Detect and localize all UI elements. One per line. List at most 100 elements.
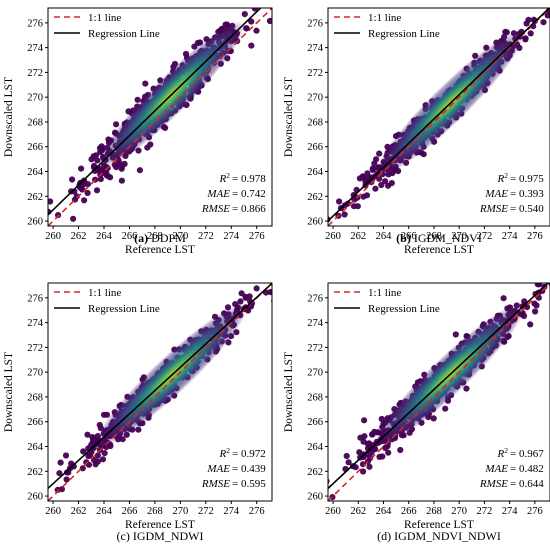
legend-label: Regression Line: [88, 28, 160, 40]
scatter-point: [360, 193, 367, 200]
scatter-point: [527, 321, 534, 328]
y-tick-label: 276: [307, 18, 323, 29]
y-tick-label: 272: [307, 68, 323, 79]
stat-label: R2: [497, 171, 509, 185]
scatter-point: [328, 478, 330, 484]
scatter-point: [442, 405, 449, 412]
one-to-one-line: [48, 283, 272, 501]
scatter-point: [364, 175, 372, 182]
x-tick-label: 272: [198, 231, 214, 242]
scatter-point: [241, 11, 248, 18]
regression-line: [328, 8, 550, 222]
scatter-point: [352, 464, 359, 471]
scatter-point: [113, 121, 120, 128]
scatter-point: [544, 12, 550, 19]
y-tick-label: 274: [307, 318, 324, 329]
regression-line: [328, 283, 550, 489]
scatter-panel-1: 260 262 264 266 268 270 272 274 276 260 262 264 266 2…: [283, 7, 550, 256]
x-axis-label: Reference LST: [125, 244, 195, 256]
x-tick-label: 276: [249, 231, 265, 242]
stat-label: RMSE: [479, 203, 508, 215]
x-tick-label: 268: [147, 506, 163, 517]
plot-content: [26, 283, 272, 520]
x-tick-label: 260: [45, 231, 61, 242]
scatter-panel-0: 260 262 264 266 268 270 272 274 276 260 262 264 266 2…: [3, 0, 273, 256]
legend-label: 1:1 line: [368, 12, 401, 24]
x-tick-label: 276: [527, 506, 543, 517]
x-tick-label: 270: [451, 506, 467, 517]
legend: 1:1 line Regression Line: [334, 12, 440, 40]
scatter-point: [388, 180, 395, 187]
y-tick-label: 264: [307, 442, 324, 453]
scatter-point: [253, 27, 260, 34]
scatter-point: [84, 189, 91, 197]
regression-line: [48, 8, 262, 216]
scatter-point: [80, 448, 87, 455]
scatter-point: [500, 295, 507, 302]
y-tick-label: 276: [307, 293, 323, 304]
x-tick-label: 260: [325, 231, 341, 242]
stat-label: MAE: [206, 188, 230, 200]
y-axis-label: Downscaled LST: [3, 352, 15, 432]
x-tick-label: 266: [401, 231, 417, 242]
y-tick-label: 266: [307, 142, 323, 153]
scatter-point: [70, 215, 77, 222]
scatter-point: [382, 444, 389, 451]
scatter-point: [359, 174, 366, 181]
x-tick-label: 262: [71, 506, 87, 517]
scatter-point: [371, 428, 378, 435]
x-tick-label: 274: [223, 506, 240, 517]
x-tick-label: 272: [477, 231, 493, 242]
x-tick-label: 262: [350, 231, 366, 242]
x-tick-label: 266: [122, 506, 138, 517]
axis-ticks: 260 262 264 266 268 270 272 274 276 260 262 264 266 2…: [27, 18, 264, 242]
scatter-point: [248, 18, 255, 25]
scatter-point: [79, 465, 86, 472]
y-tick-label: 270: [307, 93, 323, 104]
scatter-point: [376, 150, 383, 157]
axis-ticks: 260 262 264 266 268 270 272 274 276 260 262 264 266 2…: [307, 18, 542, 242]
scatter-point: [253, 285, 260, 292]
y-axis-label: Downscaled LST: [283, 352, 295, 432]
scatter-point: [64, 469, 71, 476]
legend-label: Regression Line: [368, 28, 440, 40]
x-tick-label: 272: [198, 506, 214, 517]
scatter-point: [94, 452, 101, 459]
scatter-point: [238, 290, 245, 297]
stat-value: = 0.975: [510, 173, 544, 185]
scatter-point: [142, 80, 149, 87]
x-axis-label: Reference LST: [404, 519, 474, 531]
y-tick-label: 270: [27, 368, 43, 379]
y-tick-label: 260: [307, 217, 323, 228]
x-tick-label: 268: [426, 506, 442, 517]
panel-caption: (a) DDPM: [134, 231, 186, 245]
scatter-point: [26, 484, 32, 490]
scatter-point: [78, 165, 85, 172]
y-tick-label: 274: [307, 43, 324, 54]
scatter-point: [242, 294, 249, 301]
scatter-point: [251, 8, 258, 12]
scatter-point: [56, 470, 63, 477]
stat-label: RMSE: [201, 203, 230, 215]
x-tick-label: 276: [249, 506, 265, 517]
x-tick-label: 274: [502, 231, 519, 242]
scatter-point: [341, 211, 348, 218]
plot-frame: [47, 7, 273, 227]
scatter-point: [361, 433, 368, 440]
x-tick-label: 270: [172, 506, 188, 517]
stat-superscript: 2: [226, 446, 230, 455]
legend: 1:1 line Regression Line: [334, 287, 440, 315]
stat-label: RMSE: [479, 478, 508, 490]
scatter-point: [58, 486, 65, 493]
scatter-point: [368, 449, 375, 456]
scatter-point: [41, 478, 47, 484]
axis-ticks: 260 262 264 266 268 270 272 274 276 260 262 264 266 2…: [307, 293, 542, 517]
panel-caption: (d) IGDM_NDVI_NDWI: [377, 529, 501, 543]
scatter-point: [29, 514, 35, 520]
y-tick-label: 268: [307, 392, 323, 403]
scatter-point: [255, 0, 261, 6]
y-tick-label: 260: [27, 492, 43, 503]
y-tick-label: 262: [27, 192, 43, 203]
